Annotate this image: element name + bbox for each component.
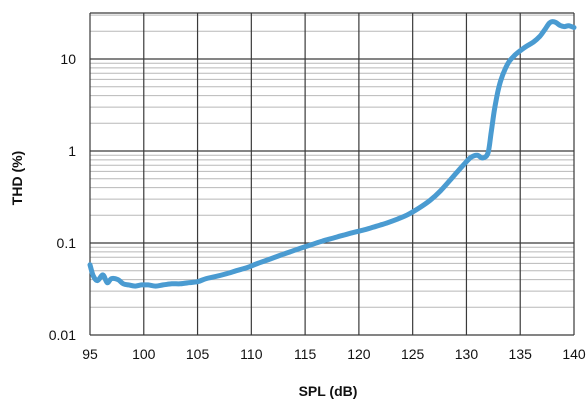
x-tick-label: 100 — [132, 346, 156, 362]
series-layer — [87, 19, 577, 289]
x-tick-label: 95 — [82, 346, 98, 362]
x-tick-label: 120 — [347, 346, 371, 362]
x-tick-label: 105 — [186, 346, 210, 362]
x-tick-labels: 95 100 105 110 115 120 125 130 135 140 — [82, 346, 586, 362]
thd-series-line — [87, 19, 577, 289]
x-tick-label: 130 — [455, 346, 479, 362]
x-tick-label: 110 — [240, 346, 263, 362]
x-tick-label: 140 — [562, 346, 586, 362]
x-tick-label: 125 — [401, 346, 425, 362]
y-tick-labels: 0.01 0.1 1 10 — [49, 51, 76, 343]
y-tick-label: 0.1 — [57, 235, 77, 251]
x-tick-label: 115 — [294, 346, 317, 362]
y-tick-label: 10 — [60, 51, 76, 67]
y-axis-title: THD (%) — [9, 151, 25, 205]
y-tick-label: 0.01 — [49, 327, 76, 343]
y-tick-label: 1 — [68, 143, 76, 159]
grid-minor — [90, 14, 574, 308]
x-tick-label: 135 — [509, 346, 533, 362]
x-axis-title: SPL (dB) — [299, 383, 358, 399]
